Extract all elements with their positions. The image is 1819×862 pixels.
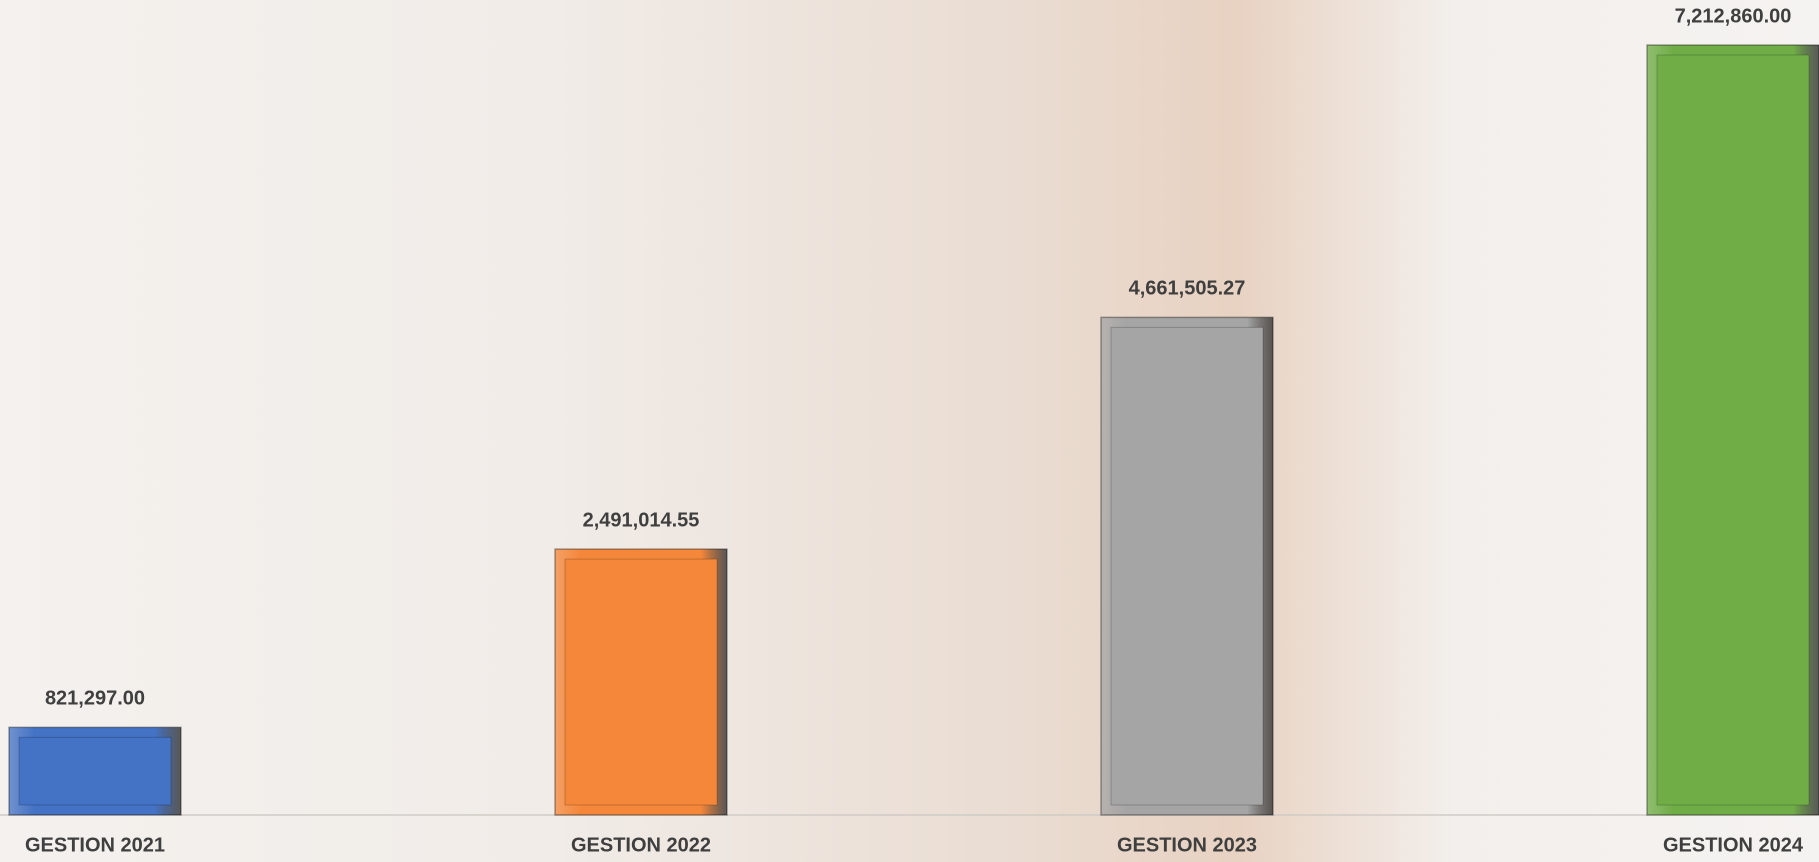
x-tick-label: GESTION 2024 (1663, 834, 1804, 856)
bar-bevel (18, 736, 172, 806)
bar-bevel (1656, 54, 1810, 806)
value-label: 7,212,860.00 (1675, 5, 1792, 27)
bar-bevel (1110, 326, 1264, 806)
value-label: 2,491,014.55 (583, 509, 700, 531)
value-label: 821,297.00 (45, 688, 145, 710)
x-tick-label: GESTION 2021 (25, 834, 165, 856)
x-tick-label: GESTION 2022 (571, 834, 711, 856)
x-tick-label: GESTION 2023 (1117, 834, 1257, 856)
value-label: 4,661,505.27 (1129, 278, 1246, 300)
bar-bevel (564, 558, 718, 806)
